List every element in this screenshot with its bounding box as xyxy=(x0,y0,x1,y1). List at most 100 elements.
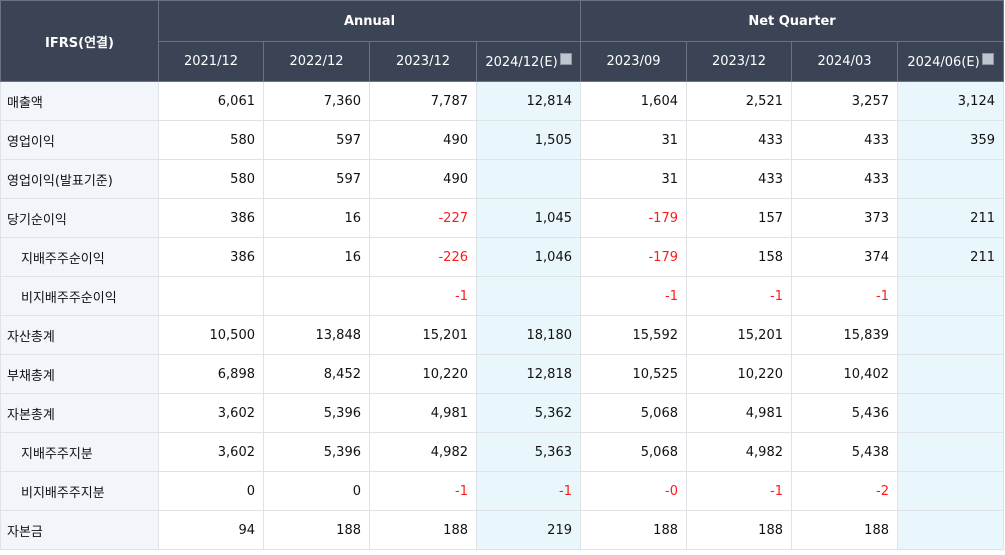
value-cell xyxy=(897,354,1004,394)
value-cell: 15,592 xyxy=(580,315,687,355)
value-cell: 5,362 xyxy=(476,393,581,433)
info-icon[interactable] xyxy=(981,53,994,65)
value-cell xyxy=(476,276,581,316)
value-cell: 3,257 xyxy=(791,81,898,121)
value-cell: 211 xyxy=(897,237,1004,277)
row-label: 영업이익(발표기준) xyxy=(0,159,159,199)
row-label: 자본금 xyxy=(0,510,159,550)
value-cell: 1,045 xyxy=(476,198,581,238)
value-cell: 16 xyxy=(263,198,370,238)
table-row: 부채총계 6,898 8,452 10,220 12,818 10,525 10,220 10… xyxy=(0,354,1004,394)
value-cell: 12,818 xyxy=(476,354,581,394)
period-header: 2023/12 xyxy=(369,41,477,82)
value-cell: 157 xyxy=(686,198,792,238)
value-cell: 12,814 xyxy=(476,81,581,121)
value-cell: 94 xyxy=(158,510,264,550)
value-cell: -226 xyxy=(369,237,477,277)
table-row: 비지배주주순이익 -1 -1 -1 -1 xyxy=(0,276,1004,316)
value-cell: 3,124 xyxy=(897,81,1004,121)
value-cell: 1,046 xyxy=(476,237,581,277)
value-cell: 10,220 xyxy=(369,354,477,394)
value-cell: -1 xyxy=(791,276,898,316)
value-cell: 10,500 xyxy=(158,315,264,355)
value-cell: 16 xyxy=(263,237,370,277)
period-header: 2021/12 xyxy=(158,41,264,82)
value-cell: 10,220 xyxy=(686,354,792,394)
value-cell: 4,981 xyxy=(369,393,477,433)
value-cell: 4,981 xyxy=(686,393,792,433)
value-cell: -2 xyxy=(791,471,898,511)
value-cell: 5,438 xyxy=(791,432,898,472)
period-label: 2022/12 xyxy=(289,54,344,69)
value-cell: 188 xyxy=(791,510,898,550)
value-cell: 18,180 xyxy=(476,315,581,355)
value-cell: -1 xyxy=(369,276,477,316)
value-cell: -1 xyxy=(369,471,477,511)
period-label: 2021/12 xyxy=(183,54,238,69)
value-cell: 5,396 xyxy=(263,393,370,433)
value-cell xyxy=(897,276,1004,316)
period-label: 2024/12(E) xyxy=(485,55,558,70)
row-label: 부채총계 xyxy=(0,354,159,394)
value-cell: 433 xyxy=(791,120,898,160)
info-icon[interactable] xyxy=(559,53,572,65)
value-cell: 158 xyxy=(686,237,792,277)
value-cell: 597 xyxy=(263,159,370,199)
period-label: 2024/06(E) xyxy=(907,55,980,70)
value-cell xyxy=(158,276,264,316)
value-cell: 5,068 xyxy=(580,393,687,433)
row-label: 비지배주주지분 xyxy=(0,471,159,511)
table-row: 자본총계 3,602 5,396 4,981 5,362 5,068 4,981 5,436 xyxy=(0,393,1004,433)
period-header: 2024/03 xyxy=(791,41,898,82)
value-cell: 433 xyxy=(791,159,898,199)
row-label: 비지배주주순이익 xyxy=(0,276,159,316)
value-cell: -179 xyxy=(580,237,687,277)
value-cell: 219 xyxy=(476,510,581,550)
value-cell: 8,452 xyxy=(263,354,370,394)
annual-group-header: Annual xyxy=(158,0,581,42)
value-cell: -179 xyxy=(580,198,687,238)
value-cell: 3,602 xyxy=(158,393,264,433)
value-cell: 0 xyxy=(158,471,264,511)
period-header: 2022/12 xyxy=(263,41,370,82)
value-cell: 5,436 xyxy=(791,393,898,433)
quarter-group-header: Net Quarter xyxy=(580,0,1004,42)
table-row: 지배주주지분 3,602 5,396 4,982 5,363 5,068 4,982 5,43… xyxy=(0,432,1004,472)
row-label: 지배주주순이익 xyxy=(0,237,159,277)
value-cell: -1 xyxy=(686,276,792,316)
table-row: 자본금 94 188 188 219 188 188 188 xyxy=(0,510,1004,550)
value-cell xyxy=(263,276,370,316)
value-cell: 188 xyxy=(369,510,477,550)
value-cell: 373 xyxy=(791,198,898,238)
period-header: 2024/12(E) xyxy=(476,41,581,82)
value-cell: 15,201 xyxy=(686,315,792,355)
value-cell xyxy=(476,159,581,199)
value-cell: -1 xyxy=(686,471,792,511)
value-cell: 31 xyxy=(580,159,687,199)
period-label: 2023/12 xyxy=(711,54,766,69)
row-label: 자본총계 xyxy=(0,393,159,433)
table-row: 영업이익(발표기준) 580 597 490 31 433 433 xyxy=(0,159,1004,199)
value-cell: 7,360 xyxy=(263,81,370,121)
value-cell: 433 xyxy=(686,120,792,160)
value-cell: 5,396 xyxy=(263,432,370,472)
value-cell: 359 xyxy=(897,120,1004,160)
row-label: 당기순이익 xyxy=(0,198,159,238)
value-cell: 0 xyxy=(263,471,370,511)
corner-header: IFRS(연결) xyxy=(0,0,159,82)
value-cell: 15,839 xyxy=(791,315,898,355)
value-cell: 188 xyxy=(263,510,370,550)
table-row: 매출액 6,061 7,360 7,787 12,814 1,604 2,521 3,257 3… xyxy=(0,81,1004,121)
value-cell: 188 xyxy=(686,510,792,550)
period-header: 2023/09 xyxy=(580,41,687,82)
value-cell: 5,363 xyxy=(476,432,581,472)
value-cell: 580 xyxy=(158,159,264,199)
value-cell: -227 xyxy=(369,198,477,238)
value-cell xyxy=(897,393,1004,433)
table-row: 영업이익 580 597 490 1,505 31 433 433 359 xyxy=(0,120,1004,160)
value-cell: 597 xyxy=(263,120,370,160)
row-label: 영업이익 xyxy=(0,120,159,160)
value-cell: 433 xyxy=(686,159,792,199)
row-label: 지배주주지분 xyxy=(0,432,159,472)
